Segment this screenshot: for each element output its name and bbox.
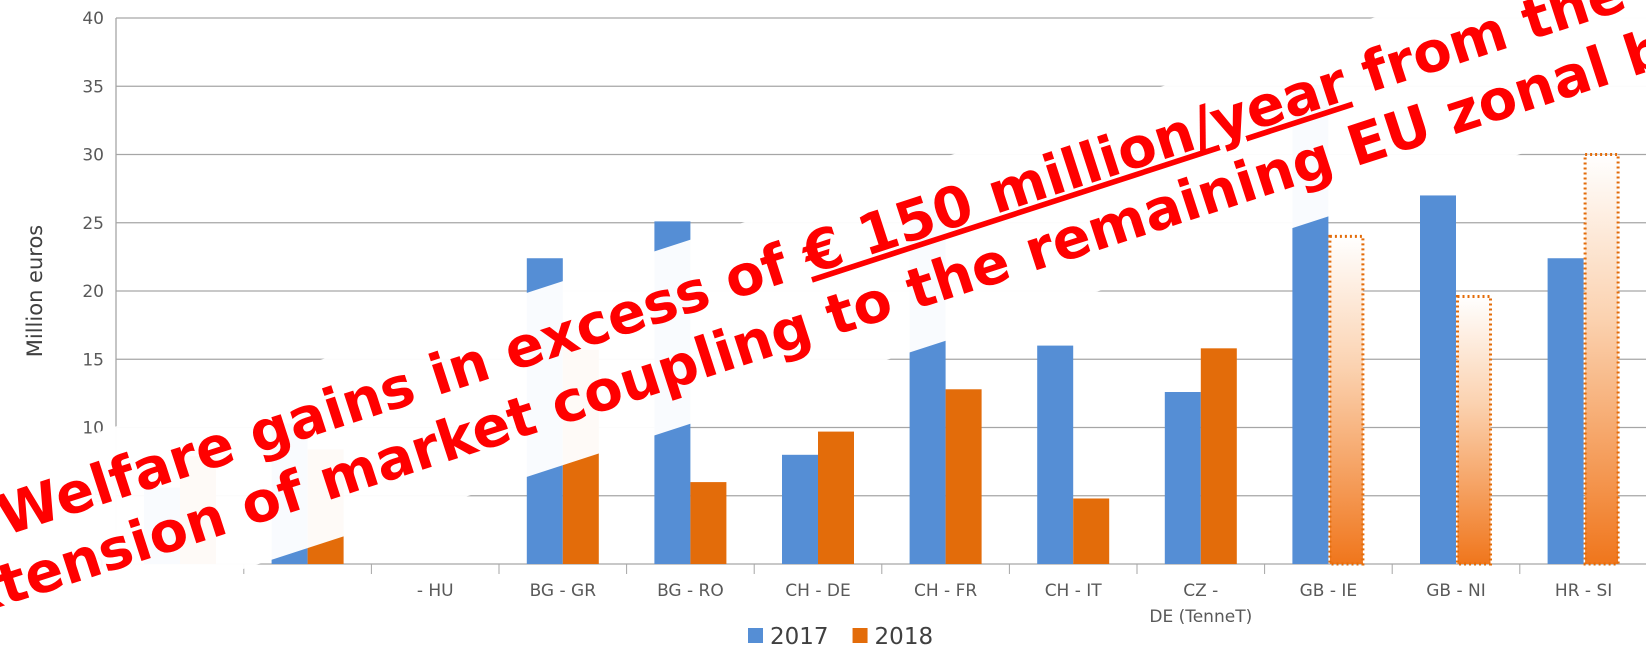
- y-tick-label: 20: [82, 282, 104, 302]
- x-tick-label: HR - SI: [1555, 581, 1612, 601]
- x-tick-label: CZ -: [1183, 581, 1218, 601]
- legend-label: 2017: [770, 624, 829, 650]
- x-tick-label: BG - RO: [657, 581, 724, 601]
- x-tick-label: CH - IT: [1045, 581, 1103, 601]
- bar: [690, 482, 727, 564]
- y-tick-label: 25: [82, 214, 104, 234]
- x-tick-label: CH - DE: [785, 581, 850, 601]
- bar: [945, 389, 982, 564]
- bar: [1420, 195, 1456, 564]
- x-tick-label: BG - GR: [530, 581, 597, 601]
- bar: [818, 431, 854, 564]
- x-tick-label: GB - IE: [1300, 581, 1358, 601]
- x-tick-label: - HU: [417, 581, 454, 601]
- estimated-bar: [1456, 294, 1492, 566]
- estimated-bar: [1583, 153, 1620, 566]
- x-tick-label: CH - FR: [914, 581, 977, 601]
- legend-swatch: [748, 628, 763, 643]
- y-tick-label: 40: [82, 9, 104, 29]
- legend-label: 2018: [875, 624, 934, 650]
- legend-swatch: [852, 628, 868, 643]
- x-tick-label: DE (TenneT): [1149, 607, 1252, 627]
- bar: [782, 454, 818, 564]
- y-tick-label: 30: [82, 146, 104, 166]
- y-tick-label: 15: [82, 350, 104, 370]
- y-tick-label: 35: [82, 77, 104, 97]
- bar: [1164, 392, 1201, 564]
- bar: [1200, 348, 1237, 564]
- bar: [1073, 498, 1110, 564]
- bar: [1547, 258, 1584, 564]
- estimated-bar: [1328, 234, 1365, 566]
- x-tick-label: GB - NI: [1426, 581, 1486, 601]
- y-axis-label: Million euros: [23, 225, 47, 357]
- bar: [1037, 345, 1074, 564]
